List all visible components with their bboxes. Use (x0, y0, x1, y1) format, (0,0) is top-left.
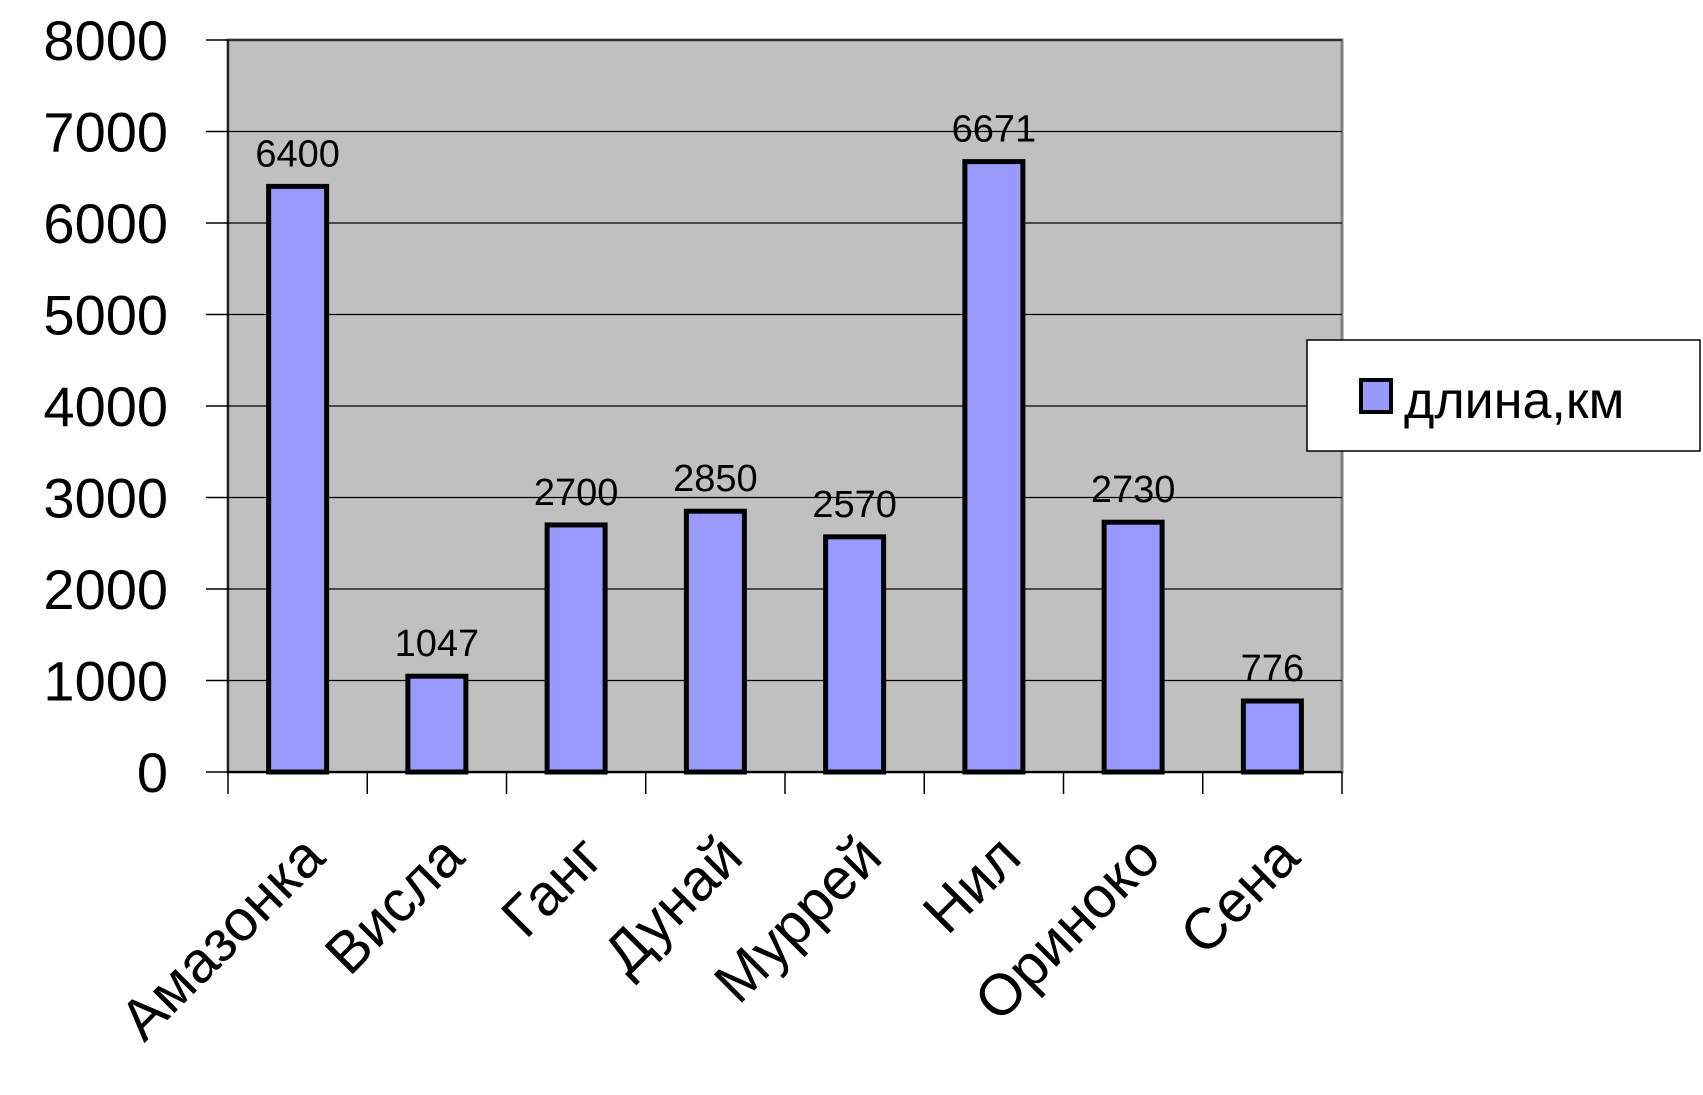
x-tick-label: Нил (911, 823, 1033, 945)
x-tick-label: Амазонка (107, 823, 337, 1053)
bars (266, 159, 1304, 775)
axes (206, 39, 1343, 794)
x-tick-label: Сена (1168, 823, 1312, 967)
data-label: 2730 (1091, 469, 1176, 511)
bar-3 (544, 522, 608, 775)
data-label: 1047 (395, 623, 480, 665)
y-tick-label: 1000 (43, 650, 168, 713)
data-label: 2850 (673, 458, 758, 500)
data-label: 2700 (534, 472, 619, 514)
data-label: 2570 (812, 484, 897, 526)
y-tick-label: 4000 (43, 375, 168, 438)
y-tick-label: 7000 (43, 101, 168, 164)
bar-8 (1240, 698, 1304, 775)
legend-label: длина,км (1404, 372, 1624, 430)
data-label: 6400 (255, 133, 340, 175)
x-tick-label: Ганг (489, 823, 615, 949)
bar-2 (405, 673, 469, 775)
y-tick-label: 8000 (43, 9, 168, 72)
bar-4 (683, 508, 747, 775)
data-label: 776 (1241, 648, 1304, 690)
data-label: 6671 (952, 109, 1037, 151)
y-axis-tick-labels: 0 1000 2000 3000 4000 5000 6000 7000 8000 (43, 9, 168, 804)
legend: длина,км (1306, 339, 1701, 452)
bar-7 (1101, 519, 1165, 775)
y-tick-label: 6000 (43, 192, 168, 255)
bar-5 (823, 534, 887, 775)
bar-1 (266, 183, 330, 775)
y-tick-label: 5000 (43, 284, 168, 347)
data-labels: 6400 1047 2700 2850 2570 6671 2730 776 (255, 109, 1304, 690)
legend-swatch (1359, 378, 1393, 414)
x-tick-label: Висла (313, 823, 477, 987)
y-tick-label: 3000 (43, 467, 168, 530)
y-tick-label: 2000 (43, 558, 168, 621)
y-tick-label: 0 (137, 741, 168, 804)
bar-6 (962, 159, 1026, 775)
